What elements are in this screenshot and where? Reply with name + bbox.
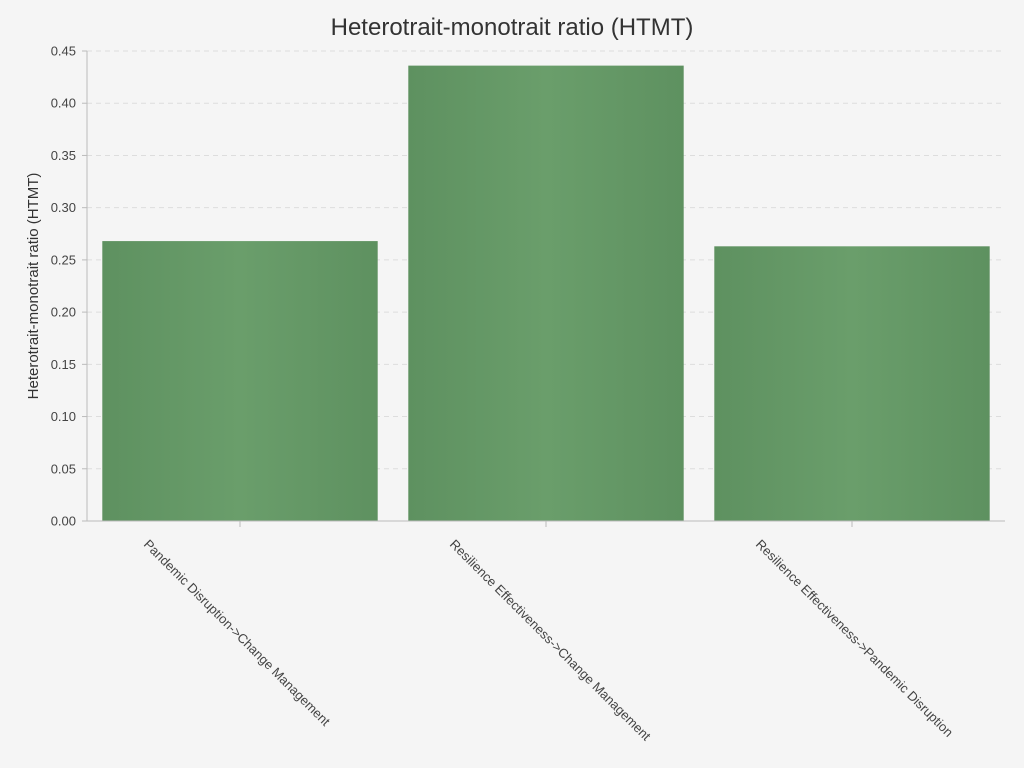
chart-title: Heterotrait-monotrait ratio (HTMT) — [331, 14, 694, 41]
y-tick-label: 0.40 — [51, 96, 76, 111]
y-tick-label: 0.45 — [51, 44, 76, 59]
bar — [102, 241, 378, 522]
y-tick-label: 0.35 — [51, 148, 76, 163]
bar — [408, 65, 684, 521]
y-tick-label: 0.15 — [51, 357, 76, 372]
x-tick-label: Pandemic Disruption->Change Management — [141, 537, 334, 730]
x-tick-labels: Pandemic Disruption->Change Management Re… — [141, 521, 956, 744]
y-tick-label: 0.10 — [51, 409, 76, 424]
y-tick-label: 0.30 — [51, 200, 76, 215]
x-tick-label: Resilience Effectiveness->Pandemic Disru… — [753, 537, 956, 740]
bar — [714, 246, 990, 522]
y-tick-labels: 0.00 0.05 0.10 0.15 0.20 0.25 0.30 0.35 0.40 0.45 — [51, 44, 87, 529]
y-tick-label: 0.20 — [51, 305, 76, 320]
x-tick-label: Resilience Effectiveness->Change Managem… — [447, 537, 654, 744]
bars — [102, 65, 990, 522]
y-tick-label: 0.00 — [51, 514, 76, 529]
y-tick-label: 0.05 — [51, 461, 76, 476]
y-axis-label: Heterotrait-monotrait ratio (HTMT) — [25, 173, 42, 400]
y-tick-label: 0.25 — [51, 252, 76, 267]
